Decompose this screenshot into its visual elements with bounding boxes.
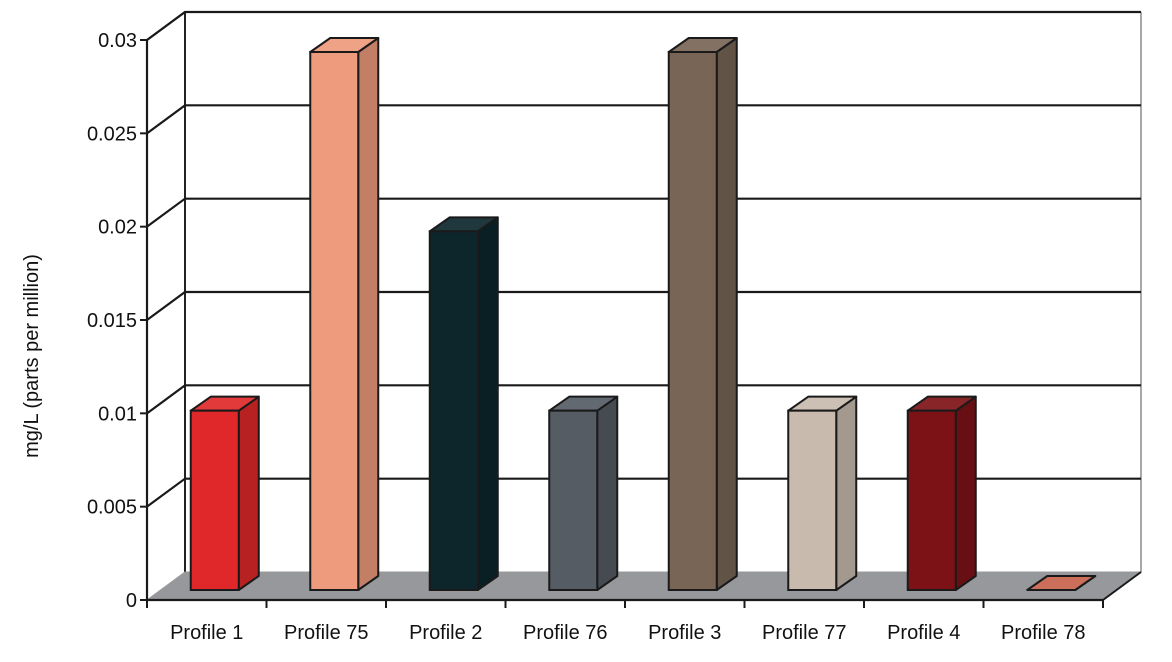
bar-side xyxy=(476,216,499,591)
bars xyxy=(189,37,1097,591)
y-tick-label: 0.005 xyxy=(87,497,137,519)
gridline xyxy=(146,197,1141,228)
y-axis-label: mg/L (parts per million) xyxy=(21,254,43,458)
bar xyxy=(309,37,380,591)
y-tick-labels: 0 0.005 0.01 0.015 0.02 0.025 0.03 xyxy=(87,30,137,612)
axes xyxy=(140,11,1142,608)
bar-front xyxy=(787,409,838,591)
bar-top xyxy=(1026,575,1097,591)
floor-plane xyxy=(145,571,1143,601)
x-axis-right-edge xyxy=(1102,571,1142,601)
bar-side xyxy=(715,37,738,591)
bar-front xyxy=(548,409,599,591)
gridline xyxy=(146,290,1141,321)
y-tick-label: 0.025 xyxy=(87,123,137,145)
chart-floor xyxy=(145,571,1143,601)
gridline xyxy=(146,384,1141,415)
bar xyxy=(548,395,619,591)
x-tick-label: Profile 2 xyxy=(409,622,482,644)
x-tick-label: Profile 3 xyxy=(648,622,721,644)
y-axis-top-edge xyxy=(146,11,186,41)
x-tick-labels: Profile 1 Profile 75 Profile 2 Profile 76 Pr… xyxy=(170,622,1085,644)
y-tick-label: 0.01 xyxy=(98,403,137,425)
y-tick-label: 0.03 xyxy=(98,30,137,52)
y-tick-label: 0.015 xyxy=(87,310,137,332)
y-tick-label: 0 xyxy=(126,590,137,612)
bar-side xyxy=(835,395,858,591)
bar-side xyxy=(954,395,977,591)
x-tick-label: Profile 1 xyxy=(170,622,243,644)
bar-side xyxy=(596,395,619,591)
bar xyxy=(428,216,499,591)
gridline xyxy=(146,477,1141,508)
bar-front xyxy=(309,51,360,591)
bar xyxy=(906,395,977,591)
x-tick-label: Profile 78 xyxy=(1001,622,1086,644)
x-tick-label: Profile 4 xyxy=(887,622,960,644)
bar xyxy=(189,395,260,591)
x-tick-label: Profile 76 xyxy=(523,622,608,644)
y-tick-label: 0.02 xyxy=(98,217,137,239)
x-tick-label: Profile 77 xyxy=(762,622,847,644)
bar xyxy=(1026,575,1097,591)
bar-front xyxy=(906,409,957,591)
bar xyxy=(667,37,738,591)
gridline xyxy=(146,104,1141,135)
bar xyxy=(787,395,858,591)
bar-front xyxy=(428,230,479,591)
bar-side xyxy=(237,395,260,591)
gridlines xyxy=(146,10,1141,508)
bar-front xyxy=(667,51,718,591)
bar-front xyxy=(189,409,240,591)
gridline xyxy=(146,10,1141,41)
bar-side xyxy=(357,37,380,591)
x-tick-label: Profile 75 xyxy=(284,622,369,644)
